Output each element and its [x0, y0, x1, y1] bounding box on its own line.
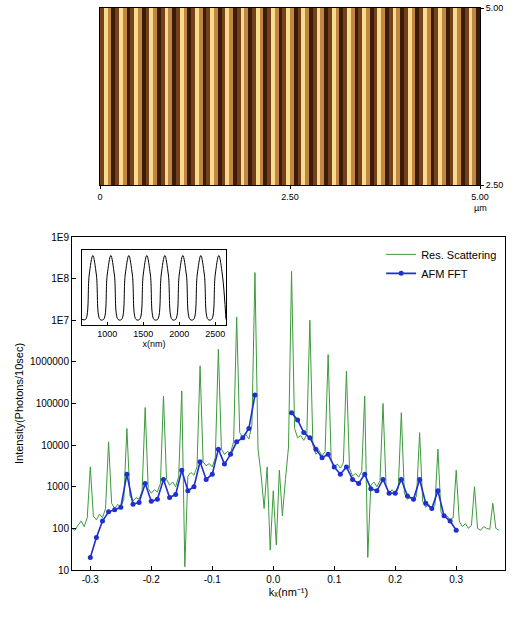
svg-text:1E7: 1E7	[51, 315, 69, 326]
svg-text:5.00: 5.00	[486, 3, 504, 13]
svg-text:x(nm): x(nm)	[143, 339, 166, 349]
svg-text:0.1: 0.1	[327, 574, 341, 585]
svg-text:0.2: 0.2	[388, 574, 402, 585]
svg-text:0.0: 0.0	[266, 574, 280, 585]
svg-text:1E8: 1E8	[51, 273, 69, 284]
svg-text:-0.2: -0.2	[143, 574, 161, 585]
svg-text:100: 100	[52, 523, 69, 534]
svg-text:0: 0	[97, 192, 102, 202]
svg-text:kₓ(nm⁻¹): kₓ(nm⁻¹)	[269, 586, 308, 598]
svg-text:5.00: 5.00	[471, 192, 489, 202]
svg-text:2.50: 2.50	[486, 180, 504, 190]
svg-text:1E9: 1E9	[51, 232, 69, 243]
svg-text:2.50: 2.50	[281, 192, 299, 202]
svg-text:-0.3: -0.3	[82, 574, 100, 585]
svg-text:1000: 1000	[97, 329, 117, 339]
svg-text:100000: 100000	[36, 398, 70, 409]
svg-text:1500: 1500	[133, 329, 153, 339]
svg-text:2500: 2500	[205, 329, 225, 339]
svg-text:Res. Scattering: Res. Scattering	[421, 249, 496, 261]
svg-text:Intensity(Photons/10sec): Intensity(Photons/10sec)	[13, 343, 25, 464]
svg-text:1000: 1000	[47, 481, 70, 492]
svg-text:10000: 10000	[41, 440, 69, 451]
svg-text:AFM FFT: AFM FFT	[421, 268, 468, 280]
svg-text:10: 10	[58, 565, 70, 576]
svg-text:-0.1: -0.1	[204, 574, 222, 585]
svg-text:1000000: 1000000	[30, 356, 69, 367]
svg-text:0.3: 0.3	[449, 574, 463, 585]
svg-text:µm: µm	[474, 203, 487, 213]
svg-text:2000: 2000	[169, 329, 189, 339]
